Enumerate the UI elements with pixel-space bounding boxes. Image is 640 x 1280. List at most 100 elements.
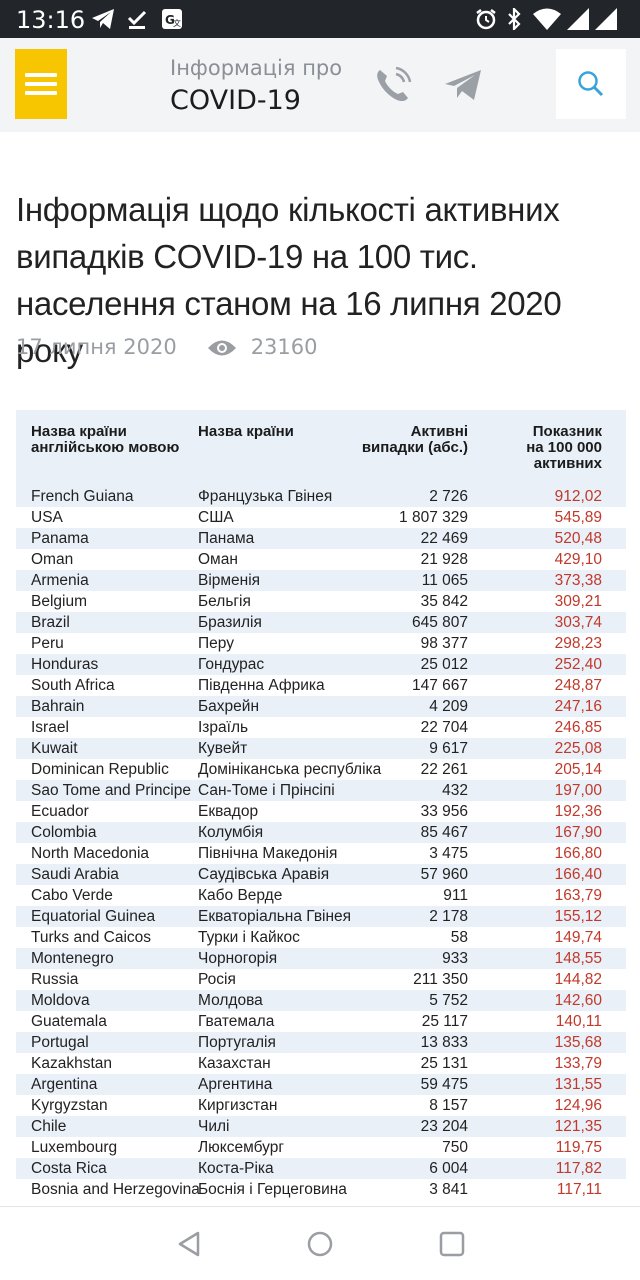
cell-active: 933 xyxy=(442,950,468,967)
search-button[interactable] xyxy=(556,49,626,119)
cell-rate: 373,38 xyxy=(554,572,602,589)
cell-name-en: Guatemala xyxy=(31,1013,107,1030)
brand-title[interactable]: COVID-19 xyxy=(170,85,301,116)
table-row: Kuwait Кувейт 9 617 225,08 xyxy=(16,738,626,759)
phone-icon[interactable] xyxy=(372,64,414,106)
cell-name-en: Turks and Caicos xyxy=(31,929,152,946)
table-header: Назва країни англійською мовою Назва кра… xyxy=(16,410,626,486)
cell-active: 58 xyxy=(450,929,468,946)
cell-name-en: Luxembourg xyxy=(31,1139,118,1156)
cell-name-uk: Саудівська Аравія xyxy=(198,866,330,883)
cell-active: 3 475 xyxy=(429,845,468,862)
cell-name-uk: США xyxy=(198,509,234,526)
cell-active: 3 841 xyxy=(429,1181,468,1198)
cell-name-en: Oman xyxy=(31,551,74,568)
cell-rate: 298,23 xyxy=(554,635,602,652)
cell-name-en: North Macedonia xyxy=(31,845,150,862)
cell-name-uk: Чорногорія xyxy=(198,950,278,967)
cell-name-en: Armenia xyxy=(31,572,89,589)
table-row: Kazakhstan Казахстан 25 131 133,79 xyxy=(16,1053,626,1074)
table-row: Moldova Молдова 5 752 142,60 xyxy=(16,990,626,1011)
cell-active: 2 726 xyxy=(429,488,468,505)
cell-rate: 149,74 xyxy=(554,929,602,946)
table-row: Brazil Бразилія 645 807 303,74 xyxy=(16,612,626,633)
cell-name-en: Kyrgyzstan xyxy=(31,1097,108,1114)
cell-active: 211 350 xyxy=(413,971,468,988)
cell-name-uk: Оман xyxy=(198,551,238,568)
cell-name-en: Portugal xyxy=(31,1034,89,1051)
cell-active: 22 469 xyxy=(420,530,468,547)
back-icon[interactable] xyxy=(174,1229,204,1259)
cell-rate: 252,40 xyxy=(554,656,602,673)
cell-rate: 309,21 xyxy=(554,593,602,610)
table-row: Saudi Arabia Саудівська Аравія 57 960 166,4… xyxy=(16,864,626,885)
cell-rate: 142,60 xyxy=(554,992,602,1009)
cell-name-en: Bosnia and Herzegovina xyxy=(31,1181,200,1198)
cell-name-uk: Турки і Кайкос xyxy=(198,929,300,946)
cell-rate: 166,40 xyxy=(554,866,602,883)
cell-name-uk: Вірменія xyxy=(198,572,261,589)
cell-rate: 166,80 xyxy=(554,845,602,862)
cell-name-en: Sao Tome and Principe xyxy=(31,782,191,799)
cell-rate: 246,85 xyxy=(554,719,602,736)
cell-name-en: Chile xyxy=(31,1118,67,1135)
cell-active: 22 704 xyxy=(420,719,468,736)
cell-active: 85 467 xyxy=(420,824,468,841)
cell-name-en: Brazil xyxy=(31,614,70,631)
cell-active: 6 004 xyxy=(429,1160,468,1177)
table-row: Israel Ізраїль 22 704 246,85 xyxy=(16,717,626,738)
cell-rate: 119,75 xyxy=(555,1139,602,1156)
cell-name-en: Russia xyxy=(31,971,79,988)
bluetooth-icon xyxy=(504,7,524,31)
cell-rate: 135,68 xyxy=(554,1034,602,1051)
svg-text:G: G xyxy=(165,13,175,27)
search-icon xyxy=(576,69,606,104)
cell-active: 33 956 xyxy=(420,803,468,820)
table-body: French Guiana Французька Гвінея 2 726 912,0… xyxy=(16,486,626,1200)
cell-name-en: Equatorial Guinea xyxy=(31,908,156,925)
table-row: Belgium Бельгія 35 842 309,21 xyxy=(16,591,626,612)
table-row: North Macedonia Північна Македонія 3 475 16… xyxy=(16,843,626,864)
cell-rate: 163,79 xyxy=(554,887,602,904)
system-nav-bar xyxy=(0,1206,640,1280)
cell-active: 21 928 xyxy=(420,551,468,568)
cell-active: 5 752 xyxy=(429,992,468,1009)
cell-name-en: Saudi Arabia xyxy=(31,866,119,883)
cell-rate: 124,96 xyxy=(554,1097,602,1114)
cell-name-en: Belgium xyxy=(31,593,87,610)
cell-name-uk: Кувейт xyxy=(198,740,248,757)
cell-name-uk: Французька Гвінея xyxy=(198,488,333,505)
table-row: Oman Оман 21 928 429,10 xyxy=(16,549,626,570)
cell-name-uk: Південна Африка xyxy=(198,677,325,694)
article-title: Інформація щодо кількості активних випад… xyxy=(16,191,562,369)
col-header-name-en: Назва країни англійською мовою xyxy=(31,423,180,456)
recents-icon[interactable] xyxy=(437,1229,467,1259)
cell-active: 25 131 xyxy=(420,1055,468,1072)
table-row: Bahrain Бахрейн 4 209 247,16 xyxy=(16,696,626,717)
telegram-icon[interactable] xyxy=(442,64,484,106)
table-row: Equatorial Guinea Екваторіальна Гвінея 2 1… xyxy=(16,906,626,927)
cell-rate: 117,82 xyxy=(555,1160,602,1177)
cell-rate: 117,11 xyxy=(556,1181,602,1198)
brand-subtitle[interactable]: Інформація про xyxy=(170,56,343,80)
cell-active: 57 960 xyxy=(420,866,468,883)
cell-active: 22 261 xyxy=(420,761,468,778)
cell-active: 4 209 xyxy=(429,698,468,715)
cell-name-en: Panama xyxy=(31,530,89,547)
cell-name-en: Kazakhstan xyxy=(31,1055,112,1072)
home-icon[interactable] xyxy=(305,1229,335,1259)
table-row: Montenegro Чорногорія 933 148,55 xyxy=(16,948,626,969)
cell-name-uk: Росія xyxy=(198,971,236,988)
table-row: USA США 1 807 329 545,89 xyxy=(16,507,626,528)
menu-button[interactable] xyxy=(15,49,67,119)
col-header-active: Активні випадки (абс.) xyxy=(361,423,468,456)
cell-name-en: Ecuador xyxy=(31,803,89,820)
table-row: Luxembourg Люксембург 750 119,75 xyxy=(16,1137,626,1158)
cell-active: 2 178 xyxy=(429,908,468,925)
cell-name-en: Bahrain xyxy=(31,698,85,715)
cell-rate: 205,14 xyxy=(554,761,602,778)
cell-rate: 167,90 xyxy=(554,824,602,841)
cell-active: 11 065 xyxy=(421,572,468,589)
cell-name-en: Moldova xyxy=(31,992,90,1009)
table-row: South Africa Південна Африка 147 667 248,87 xyxy=(16,675,626,696)
